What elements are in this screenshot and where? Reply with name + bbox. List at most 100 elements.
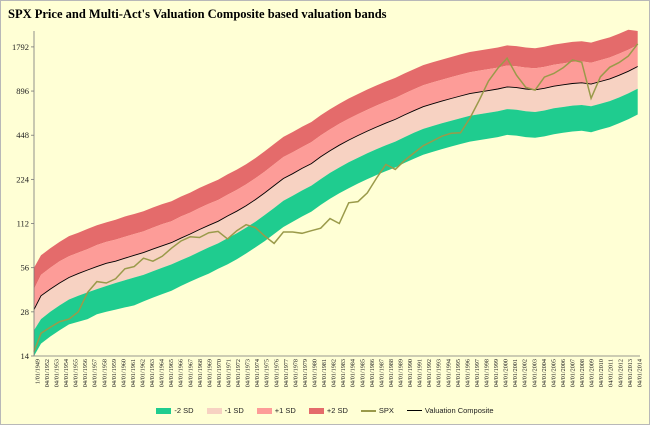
series-spx <box>33 43 639 352</box>
chart-title: SPX Price and Multi-Act's Valuation Comp… <box>8 7 387 21</box>
legend-swatch <box>156 407 172 414</box>
x-tick-label: 04/01/2002 <box>522 359 529 387</box>
x-tick-label: 04/01/1991 <box>417 359 424 387</box>
x-tick-label: 04/01/1966 <box>178 359 185 387</box>
x-tick-label: 04/01/1976 <box>273 359 280 387</box>
x-tick-label: 04/01/2000 <box>503 359 510 387</box>
x-tick-label: 04/01/1990 <box>407 359 414 387</box>
x-tick-label: 04/01/1984 <box>350 359 357 387</box>
legend-label: Valuation Composite <box>424 406 494 415</box>
legend-swatch <box>206 407 222 414</box>
legend-label: +2 SD <box>326 406 348 415</box>
x-tick-label: 04/01/2012 <box>617 359 624 387</box>
x-tick-label: 04/01/1969 <box>206 359 213 387</box>
x-tick-label: 04/01/1987 <box>378 359 385 387</box>
x-tick-label: 04/01/1994 <box>445 359 452 387</box>
x-tick-label: 04/01/1998 <box>484 359 491 387</box>
x-tick-label: 04/01/1968 <box>197 359 204 387</box>
x-tick-label: 04/01/1965 <box>168 359 175 387</box>
chart-legend: -2 SD -1 SD +1 SD +2 SD SPX Valuation Composi… <box>1 406 649 415</box>
y-tick-label: 1792 <box>12 42 29 52</box>
y-tick-label: 28 <box>21 307 30 317</box>
x-tick-label: 04/01/1967 <box>187 359 194 387</box>
legend-label: SPX <box>378 406 394 415</box>
x-tick-label: 04/01/1999 <box>493 359 500 387</box>
x-tick-label: 04/01/1960 <box>120 359 127 387</box>
x-tick-label: 04/01/2004 <box>541 359 548 387</box>
x-tick-label: 04/01/2006 <box>560 359 567 387</box>
x-tick-label: 04/01/1981 <box>321 359 328 387</box>
x-tick-label: 04/01/1980 <box>312 359 319 387</box>
x-tick-label: 04/01/1993 <box>436 359 443 387</box>
x-tick-label: 04/01/2001 <box>512 359 519 387</box>
band-plus1sd <box>34 45 638 310</box>
x-tick-label: 04/01/1974 <box>254 359 261 387</box>
x-tick-label: 04/01/1986 <box>369 359 376 387</box>
x-tick-label: 04/01/1972 <box>235 359 242 387</box>
x-tick-label: 04/01/1959 <box>111 359 118 387</box>
legend-swatch <box>360 409 376 412</box>
x-tick-label: 04/01/1989 <box>398 359 405 387</box>
x-tick-label: 04/01/1953 <box>54 359 61 387</box>
x-tick-label: 04/01/1996 <box>464 359 471 387</box>
y-tick-label: 896 <box>16 86 29 96</box>
x-tick-label: 04/01/1957 <box>92 359 99 387</box>
band-minus1sd <box>34 66 638 331</box>
x-tick-label: 04/01/2005 <box>550 359 557 387</box>
legend-item: +2 SD <box>308 406 348 415</box>
x-tick-label: 04/01/1958 <box>101 359 108 387</box>
legend-label: -2 SD <box>174 406 194 415</box>
x-tick-label: 04/01/2011 <box>608 359 615 387</box>
x-tick-label: 04/01/1971 <box>226 359 233 387</box>
y-tick-label: 14 <box>21 351 30 361</box>
x-tick-label: 04/01/2008 <box>579 359 586 387</box>
legend-swatch <box>406 410 422 411</box>
x-tick-label: 04/01/1963 <box>149 359 156 387</box>
x-tick-label: 04/01/1952 <box>44 359 51 387</box>
x-tick-label: 04/01/1992 <box>426 359 433 387</box>
x-tick-label: 04/01/2013 <box>627 359 634 387</box>
legend-item: +1 SD <box>256 406 296 415</box>
legend-swatch <box>308 407 324 414</box>
x-tick-label: 04/01/1985 <box>359 359 366 387</box>
x-tick-label: 04/01/1979 <box>302 359 309 387</box>
legend-label: +1 SD <box>274 406 296 415</box>
x-tick-label: 04/01/1954 <box>63 359 70 387</box>
y-tick-label: 224 <box>16 174 30 184</box>
legend-item: Valuation Composite <box>406 406 494 415</box>
x-tick-label: 04/01/1977 <box>283 359 290 387</box>
x-tick-label: 04/01/1961 <box>130 359 137 387</box>
x-tick-label: 04/01/2014 <box>636 359 643 387</box>
band-minus2sd <box>34 88 638 356</box>
x-tick-label: 04/01/1973 <box>245 359 252 387</box>
x-tick-label: 1/01/1949 <box>34 359 41 384</box>
y-tick-label: 112 <box>17 219 29 229</box>
x-tick-label: 04/01/2009 <box>589 359 596 387</box>
x-tick-label: 04/01/1988 <box>388 359 395 387</box>
x-tick-label: 04/01/1975 <box>264 359 271 387</box>
y-tick-label: 56 <box>21 263 30 273</box>
x-tick-label: 04/01/1955 <box>73 359 80 387</box>
x-tick-label: 04/01/1983 <box>340 359 347 387</box>
x-tick-label: 04/01/1997 <box>474 359 481 387</box>
x-tick-label: 04/01/1995 <box>455 359 462 387</box>
legend-item: -1 SD <box>206 406 244 415</box>
x-tick-label: 04/01/1962 <box>140 359 147 387</box>
legend-item: SPX <box>360 406 394 415</box>
series-valuation-composite <box>33 66 638 310</box>
legend-swatch <box>256 407 272 414</box>
x-tick-label: 04/01/2007 <box>570 359 577 387</box>
y-tick-label: 448 <box>16 130 29 140</box>
x-tick-label: 04/01/1970 <box>216 359 223 387</box>
legend-label: -1 SD <box>224 406 244 415</box>
x-tick-label: 04/01/2003 <box>531 359 538 387</box>
x-tick-label: 04/01/1978 <box>292 359 299 387</box>
x-tick-label: 04/01/2010 <box>598 359 605 387</box>
x-tick-label: 04/01/1982 <box>331 359 338 387</box>
x-tick-label: 04/01/1956 <box>82 359 89 387</box>
x-tick-label: 04/01/1964 <box>159 359 166 387</box>
legend-item: -2 SD <box>156 406 194 415</box>
band-plus2sd <box>34 29 638 290</box>
